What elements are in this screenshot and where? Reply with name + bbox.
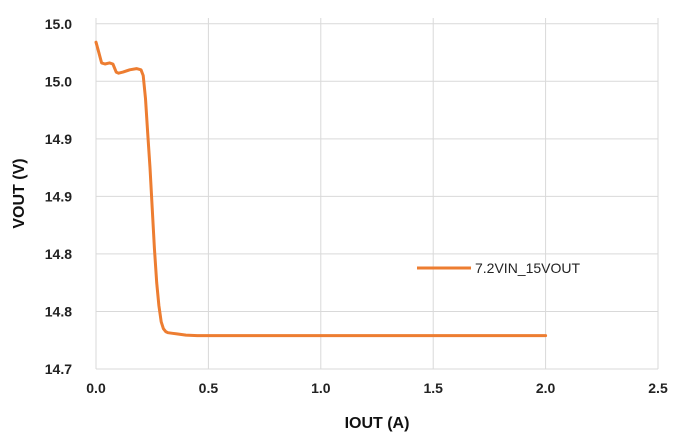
x-tick-label: 1.0 [311, 380, 331, 396]
x-axis-title: IOUT (A) [345, 415, 410, 432]
grid [95, 18, 659, 370]
x-tick-label: 2.0 [536, 380, 556, 396]
x-tick-label: 0.5 [199, 380, 219, 396]
y-tick-label: 15.0 [45, 16, 72, 32]
y-tick-label: 15.0 [45, 73, 72, 89]
x-tick-label: 0.0 [86, 380, 106, 396]
y-axis-title: VOUT (V) [11, 158, 28, 228]
legend: 7.2VIN_15VOUT [417, 260, 580, 276]
x-tick-label: 1.5 [423, 380, 443, 396]
y-tick-label: 14.8 [45, 303, 72, 319]
y-tick-labels: 14.7 14.8 14.8 14.9 14.9 15.0 15.0 [45, 16, 72, 377]
series-line [94, 40, 548, 338]
y-tick-label: 14.9 [45, 131, 72, 147]
legend-label: 7.2VIN_15VOUT [475, 260, 580, 276]
x-tick-labels: 0.0 0.5 1.0 1.5 2.0 2.5 [86, 380, 668, 396]
y-tick-label: 14.8 [45, 246, 72, 262]
y-tick-label: 14.9 [45, 188, 72, 204]
y-tick-label: 14.7 [45, 361, 72, 377]
x-tick-label: 2.5 [648, 380, 668, 396]
series-layer [94, 40, 548, 338]
